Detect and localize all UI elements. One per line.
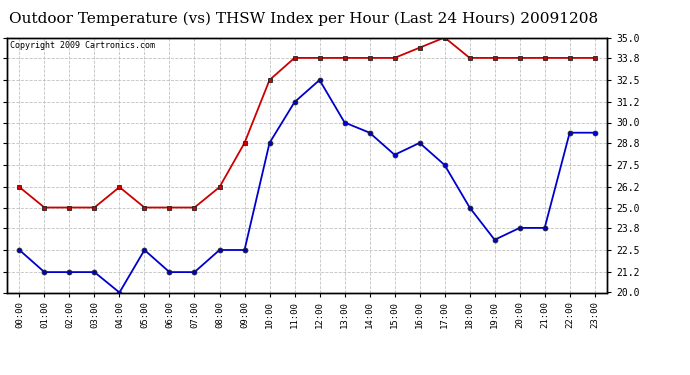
Text: Copyright 2009 Cartronics.com: Copyright 2009 Cartronics.com [10,41,155,50]
Text: Outdoor Temperature (vs) THSW Index per Hour (Last 24 Hours) 20091208: Outdoor Temperature (vs) THSW Index per … [9,11,598,26]
